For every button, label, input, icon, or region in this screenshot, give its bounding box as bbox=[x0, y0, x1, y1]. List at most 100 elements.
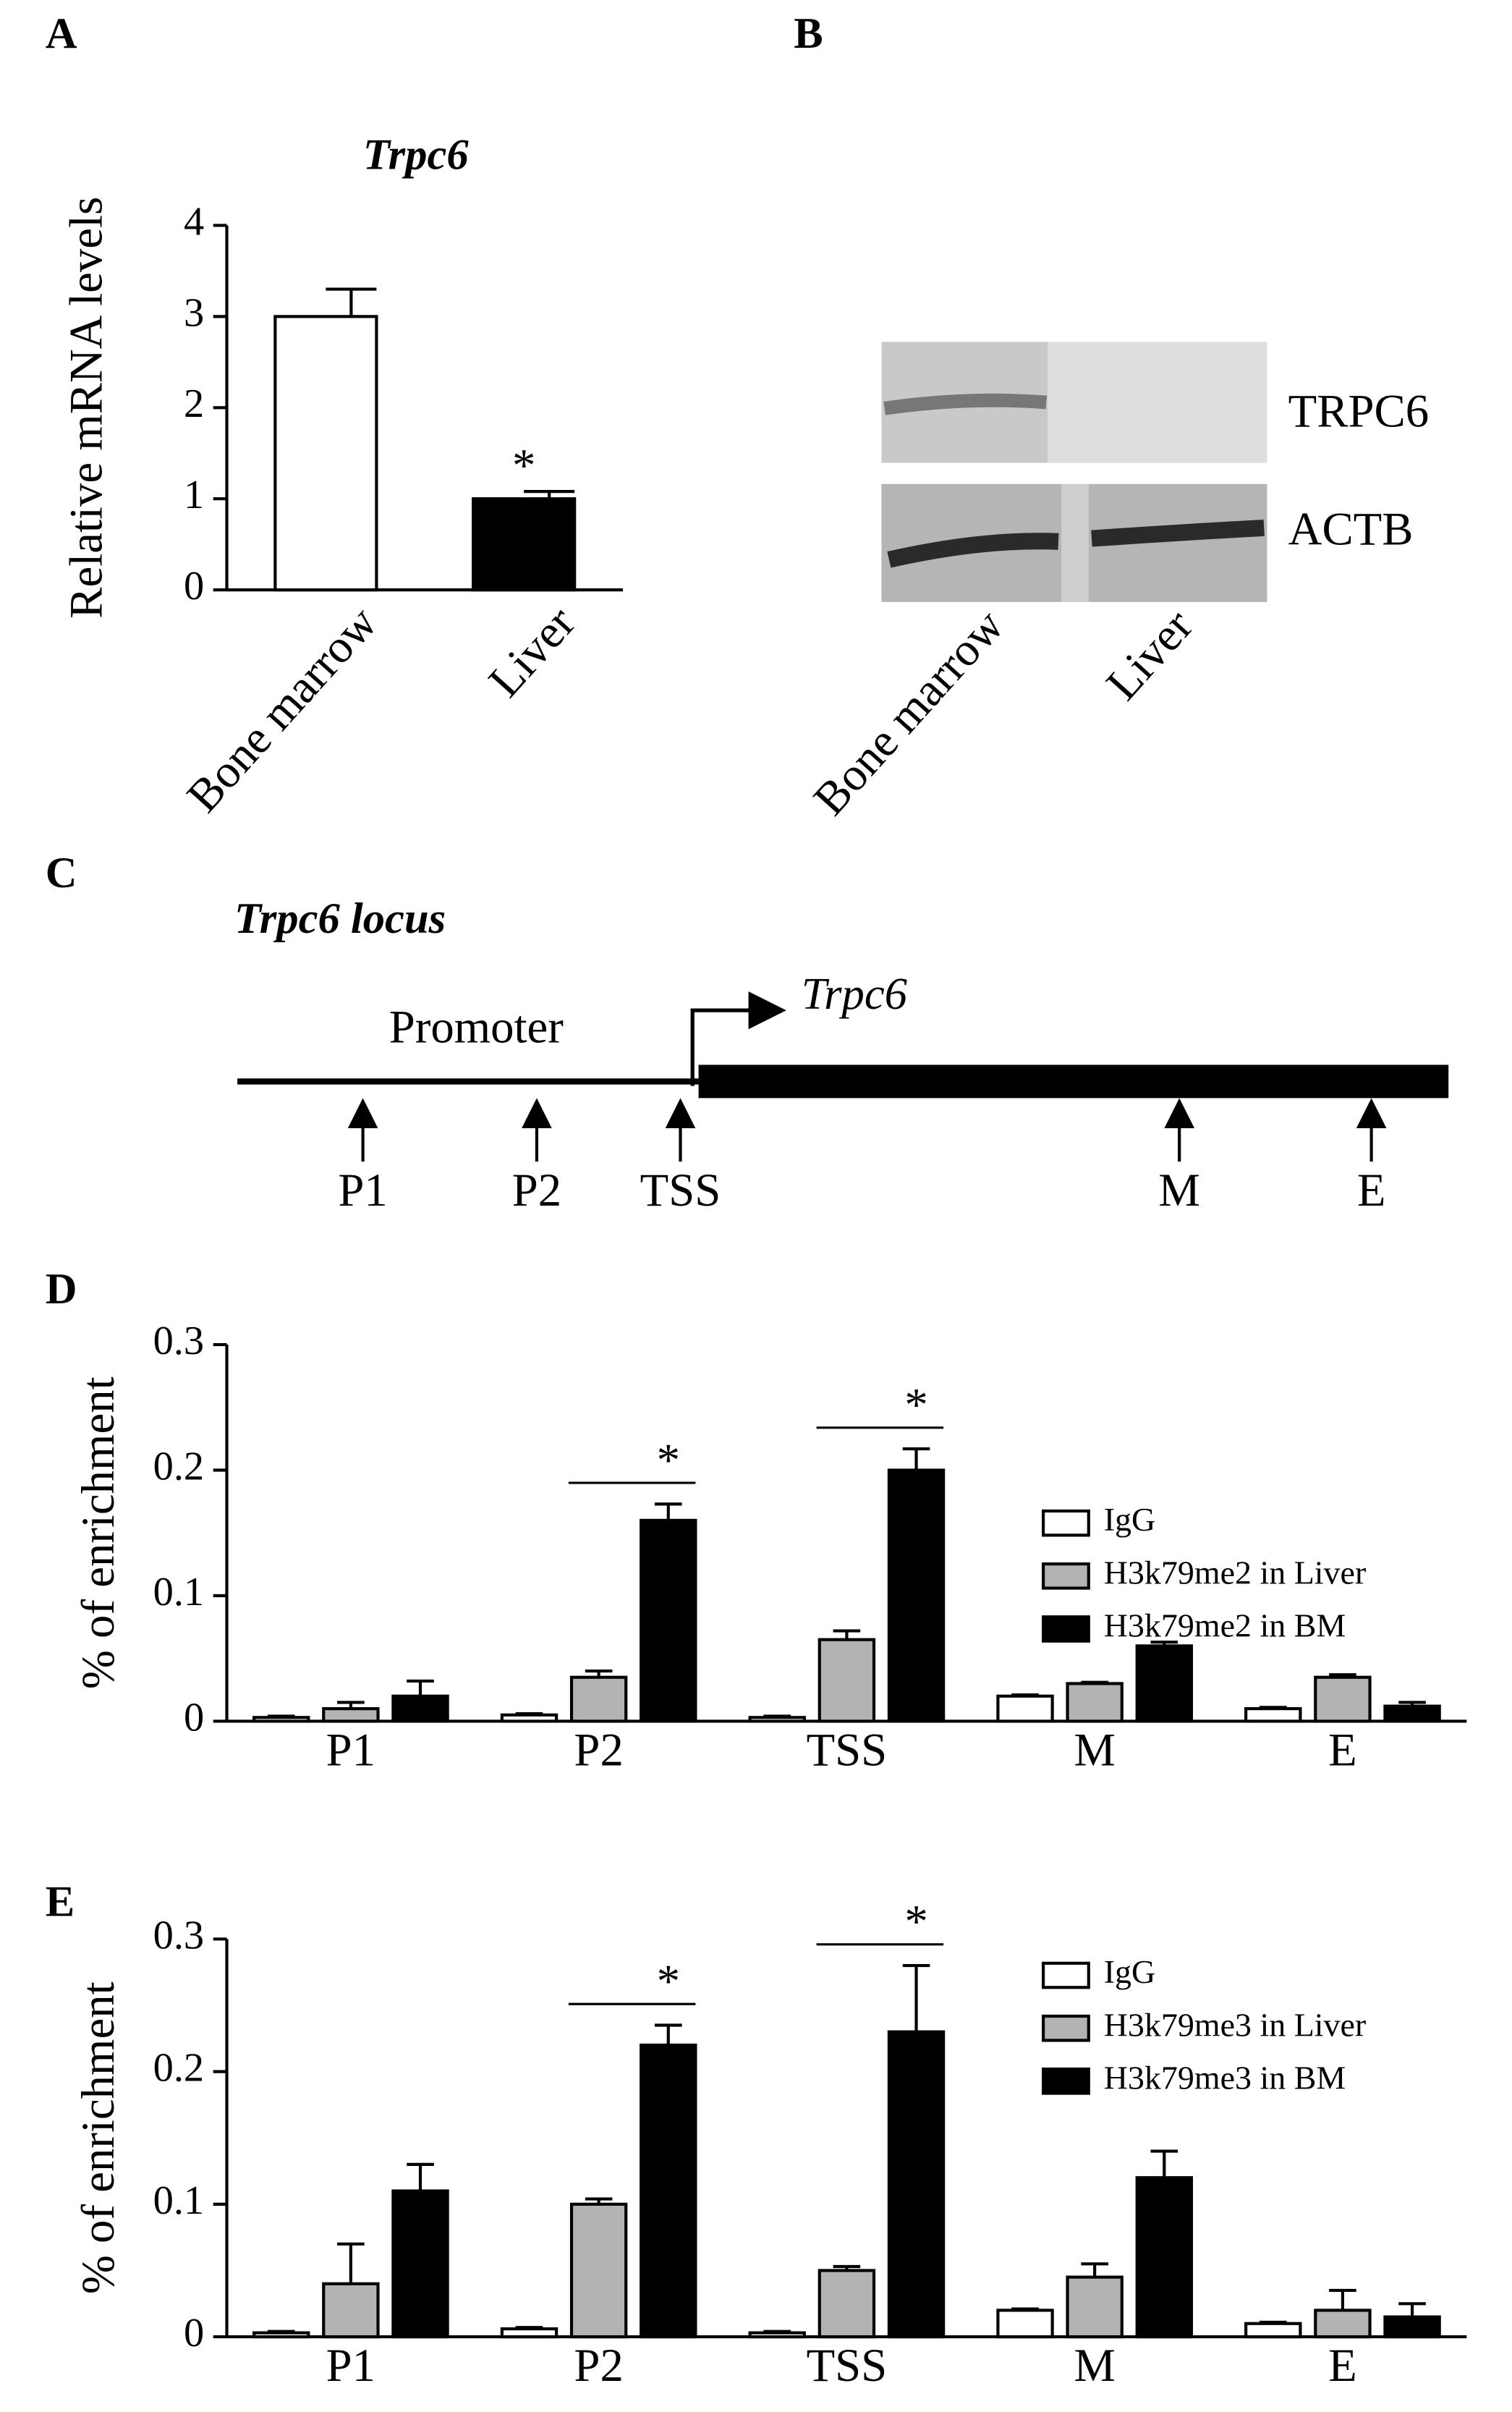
bar bbox=[273, 315, 378, 592]
legend-swatch bbox=[1042, 1509, 1090, 1537]
x-tick-label: M bbox=[1074, 1724, 1116, 1776]
x-tick-label: E bbox=[1328, 1724, 1357, 1776]
bar bbox=[569, 2202, 628, 2339]
bar bbox=[391, 1694, 449, 1723]
x-tick-label: P2 bbox=[574, 1724, 623, 1776]
significance-mark: * bbox=[904, 1896, 927, 1948]
legend-swatch bbox=[1042, 1961, 1090, 1989]
legend-swatch bbox=[1042, 1562, 1090, 1590]
site-label: E bbox=[1357, 1164, 1386, 1216]
bar bbox=[1383, 1704, 1441, 1723]
significance-mark: * bbox=[657, 1955, 680, 2007]
bar bbox=[640, 1518, 697, 1723]
x-tick-label: Bone marrow bbox=[177, 596, 388, 822]
legend-label: H3k79me3 in BM bbox=[1104, 2059, 1346, 2096]
gene-label: Trpc6 bbox=[802, 968, 908, 1019]
y-axis-label: % of enrichment bbox=[72, 1376, 124, 1689]
chart-title: Trpc6 bbox=[363, 130, 470, 179]
x-tick-label: TSS bbox=[807, 2340, 888, 2392]
y-tick-label: 0 bbox=[184, 2311, 204, 2356]
significance-mark: * bbox=[657, 1434, 680, 1486]
bar bbox=[887, 1468, 946, 1723]
y-tick-label: 0.2 bbox=[153, 2046, 205, 2091]
legend-label: IgG bbox=[1104, 1953, 1156, 1990]
site-label: TSS bbox=[640, 1164, 721, 1216]
legend-label: H3k79me2 in Liver bbox=[1104, 1554, 1367, 1591]
bar bbox=[391, 2189, 449, 2339]
blot-lane bbox=[1061, 483, 1089, 602]
x-tick-label: P1 bbox=[326, 1724, 375, 1776]
band-label: TRPC6 bbox=[1288, 386, 1429, 438]
blot-lane bbox=[1048, 342, 1267, 463]
bar bbox=[1244, 1707, 1302, 1723]
bar bbox=[1066, 2275, 1124, 2339]
panel-label: E bbox=[46, 1877, 75, 1926]
bar bbox=[996, 2309, 1054, 2339]
bar bbox=[1066, 1682, 1124, 1723]
panel-label: C bbox=[46, 849, 77, 897]
bar bbox=[1383, 2315, 1441, 2339]
y-tick-label: 0.3 bbox=[153, 1319, 205, 1363]
legend-swatch bbox=[1042, 1615, 1090, 1643]
y-axis-label: % of enrichment bbox=[72, 1981, 124, 2294]
site-label: P2 bbox=[512, 1164, 561, 1216]
lane-label: Liver bbox=[1096, 600, 1202, 710]
significance-mark: * bbox=[904, 1379, 927, 1431]
locus-title: Trpc6 locus bbox=[234, 894, 446, 943]
panel-label: B bbox=[794, 9, 823, 58]
bar bbox=[252, 1716, 310, 1723]
bar bbox=[1135, 2176, 1194, 2339]
y-tick-label: 0.1 bbox=[153, 2178, 205, 2223]
x-tick-label: E bbox=[1328, 2340, 1357, 2392]
bar bbox=[500, 2327, 558, 2339]
bar bbox=[252, 2331, 310, 2339]
legend-label: H3k79me3 in Liver bbox=[1104, 2006, 1367, 2043]
site-label: P1 bbox=[338, 1164, 387, 1216]
blot-band bbox=[1091, 519, 1265, 547]
blot-band bbox=[883, 393, 1048, 415]
panel-label: A bbox=[46, 9, 77, 58]
site-label: M bbox=[1158, 1164, 1200, 1216]
lane-label: Bone marrow bbox=[804, 600, 1014, 826]
y-tick-label: 0.1 bbox=[153, 1570, 205, 1615]
bar bbox=[996, 1694, 1054, 1723]
bar bbox=[322, 2282, 380, 2339]
panel-label: D bbox=[46, 1265, 77, 1313]
bar bbox=[817, 2269, 876, 2339]
y-axis-label: Relative mRNA levels bbox=[60, 197, 112, 619]
bar bbox=[640, 2043, 697, 2339]
band-label: ACTB bbox=[1288, 504, 1414, 556]
x-tick-label: M bbox=[1074, 2340, 1116, 2392]
bar bbox=[500, 1713, 558, 1723]
y-tick-label: 0 bbox=[184, 1695, 204, 1740]
y-tick-label: 0.2 bbox=[153, 1444, 205, 1489]
x-tick-label: P1 bbox=[326, 2340, 375, 2392]
western-blot: B TRPC6 ACTB Bone marrow Liver bbox=[794, 9, 1429, 825]
legend-label: H3k79me2 in BM bbox=[1104, 1607, 1346, 1644]
y-tick-label: 0.3 bbox=[153, 1913, 205, 1958]
legend-swatch bbox=[1042, 2068, 1090, 2095]
bar bbox=[1244, 2322, 1302, 2339]
tss-arrow bbox=[690, 991, 786, 1086]
legend-swatch bbox=[1042, 2014, 1090, 2042]
y-tick-label: 0 bbox=[184, 564, 204, 609]
locus-diagram: C Trpc6 locus Trpc6 Promoter bbox=[46, 849, 1449, 1099]
promoter-label: Promoter bbox=[389, 1001, 564, 1053]
significance-mark: * bbox=[512, 440, 535, 492]
y-tick-label: 1 bbox=[184, 473, 204, 517]
x-tick-label: Liver bbox=[479, 597, 585, 707]
bar bbox=[322, 1707, 380, 1723]
bar bbox=[1314, 2309, 1372, 2339]
gene-body bbox=[698, 1065, 1449, 1099]
bar bbox=[887, 2030, 946, 2339]
bar bbox=[748, 2331, 806, 2339]
x-tick-label: P2 bbox=[574, 2340, 623, 2392]
y-tick-label: 4 bbox=[184, 199, 204, 244]
blot-band bbox=[887, 533, 1059, 568]
y-tick-label: 2 bbox=[184, 381, 204, 426]
legend-label: IgG bbox=[1104, 1501, 1156, 1538]
bar bbox=[817, 1638, 876, 1723]
bar bbox=[1135, 1644, 1194, 1723]
bar bbox=[748, 1716, 806, 1723]
